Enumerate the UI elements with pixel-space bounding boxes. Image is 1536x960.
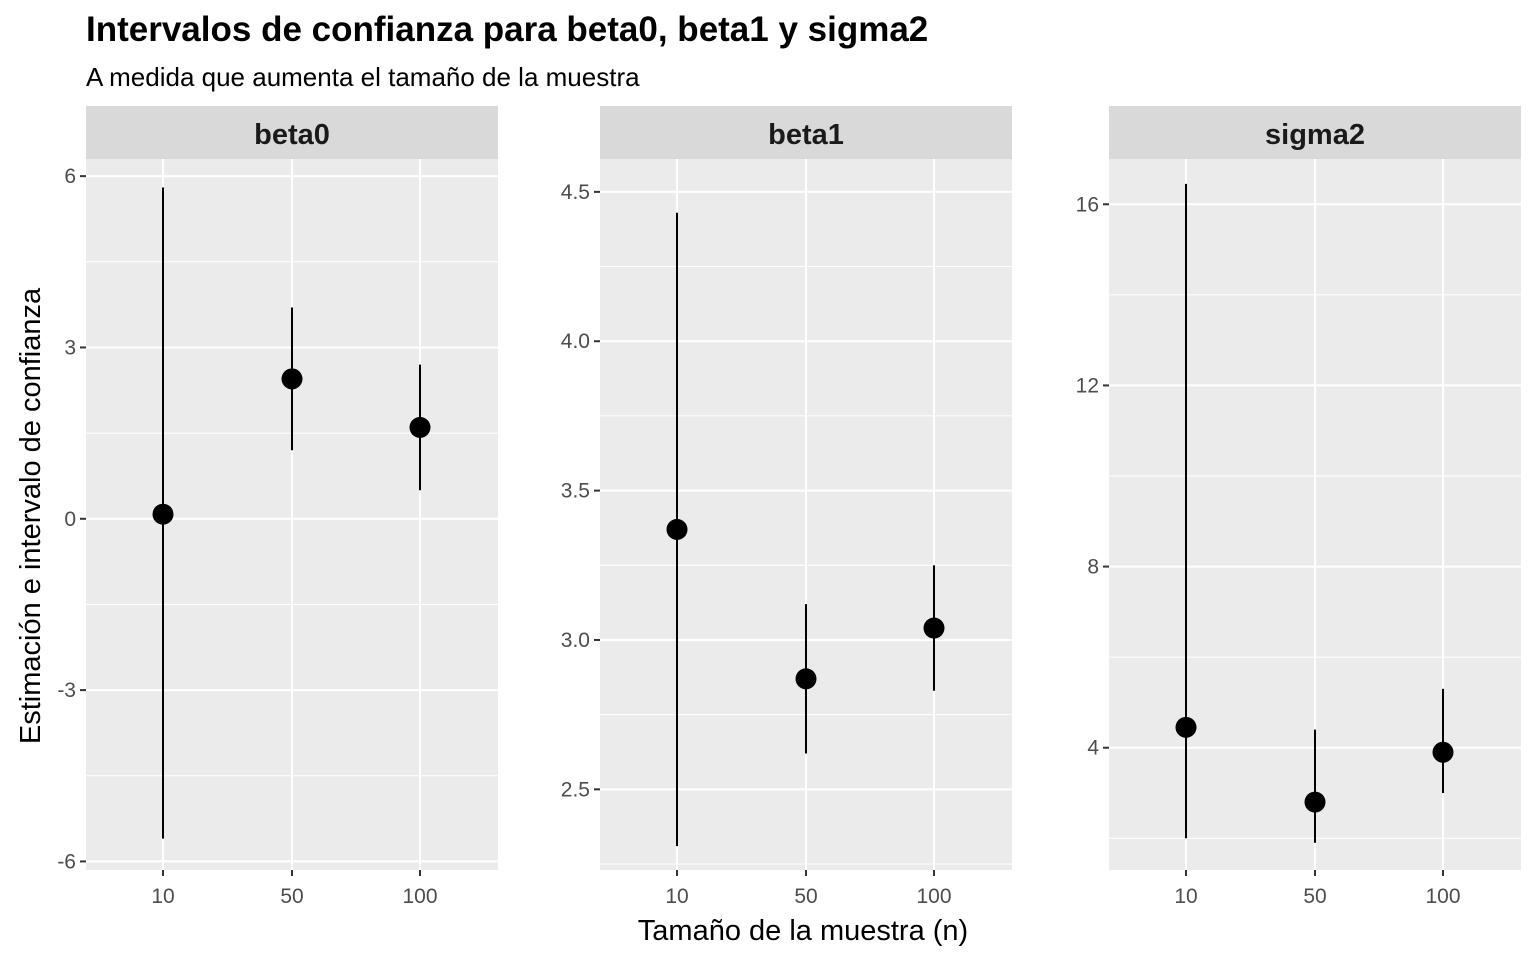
point-beta0-50 [281, 368, 303, 390]
point-sigma2-100 [1432, 741, 1454, 763]
point-sigma2-50 [1304, 791, 1326, 813]
y-tick-label-beta1-3: 3.0 [561, 629, 590, 652]
y-tick-label-sigma2-0: 16 [1076, 193, 1099, 216]
x-axis-title: Tamaño de la muestra (n) [638, 915, 968, 947]
point-beta1-100 [923, 617, 945, 639]
strip-beta0 [86, 106, 498, 159]
x-tick-label-beta1-50: 50 [794, 885, 817, 908]
y-tick-label-sigma2-3: 4 [1087, 737, 1099, 760]
y-tick-label-beta0-4: -6 [57, 850, 76, 873]
point-beta0-100 [409, 416, 431, 438]
y-axis-title: Estimación e intervalo de confianza [15, 287, 47, 744]
y-tick-label-beta1-0: 4.5 [561, 181, 590, 204]
point-beta1-50 [795, 668, 817, 690]
y-tick-label-beta0-3: -3 [57, 679, 76, 702]
y-tick-label-beta0-1: 3 [64, 336, 76, 359]
chart-subtitle: A medida que aumenta el tamaño de la mue… [86, 62, 640, 92]
facet-beta1: beta1 4.5 4.0 3.5 3.0 2.5 10 50 100 [561, 106, 1012, 908]
strip-label-sigma2: sigma2 [1265, 119, 1365, 151]
strip-label-beta0: beta0 [254, 119, 330, 151]
y-tick-label-beta0-2: 0 [64, 508, 76, 531]
x-tick-label-sigma2-10: 10 [1174, 885, 1197, 908]
chart-title: Intervalos de confianza para beta0, beta… [86, 10, 929, 49]
y-tick-label-beta1-2: 3.5 [561, 480, 590, 503]
x-tick-label-sigma2-50: 50 [1303, 885, 1326, 908]
x-tick-label-beta1-100: 100 [916, 885, 951, 908]
y-tick-label-sigma2-2: 8 [1087, 556, 1099, 579]
facet-sigma2: sigma2 16 12 8 4 10 50 100 [1076, 106, 1521, 908]
strip-sigma2 [1109, 106, 1521, 159]
point-beta0-10 [152, 503, 174, 525]
point-sigma2-10 [1175, 716, 1197, 738]
y-tick-label-beta1-1: 4.0 [561, 330, 590, 353]
x-tick-label-beta0-50: 50 [280, 885, 303, 908]
x-tick-label-beta1-10: 10 [665, 885, 688, 908]
y-tick-label-beta0-0: 6 [64, 165, 76, 188]
strip-beta1 [600, 106, 1012, 159]
y-tick-label-sigma2-1: 12 [1076, 374, 1099, 397]
facet-beta0: beta0 6 3 0 -3 -6 10 50 100 [57, 106, 498, 908]
x-tick-label-sigma2-100: 100 [1425, 885, 1460, 908]
point-beta1-10 [666, 518, 688, 540]
x-tick-label-beta0-100: 100 [402, 885, 437, 908]
x-tick-label-beta0-10: 10 [151, 885, 174, 908]
strip-label-beta1: beta1 [768, 119, 844, 151]
y-tick-label-beta1-4: 2.5 [561, 778, 590, 801]
